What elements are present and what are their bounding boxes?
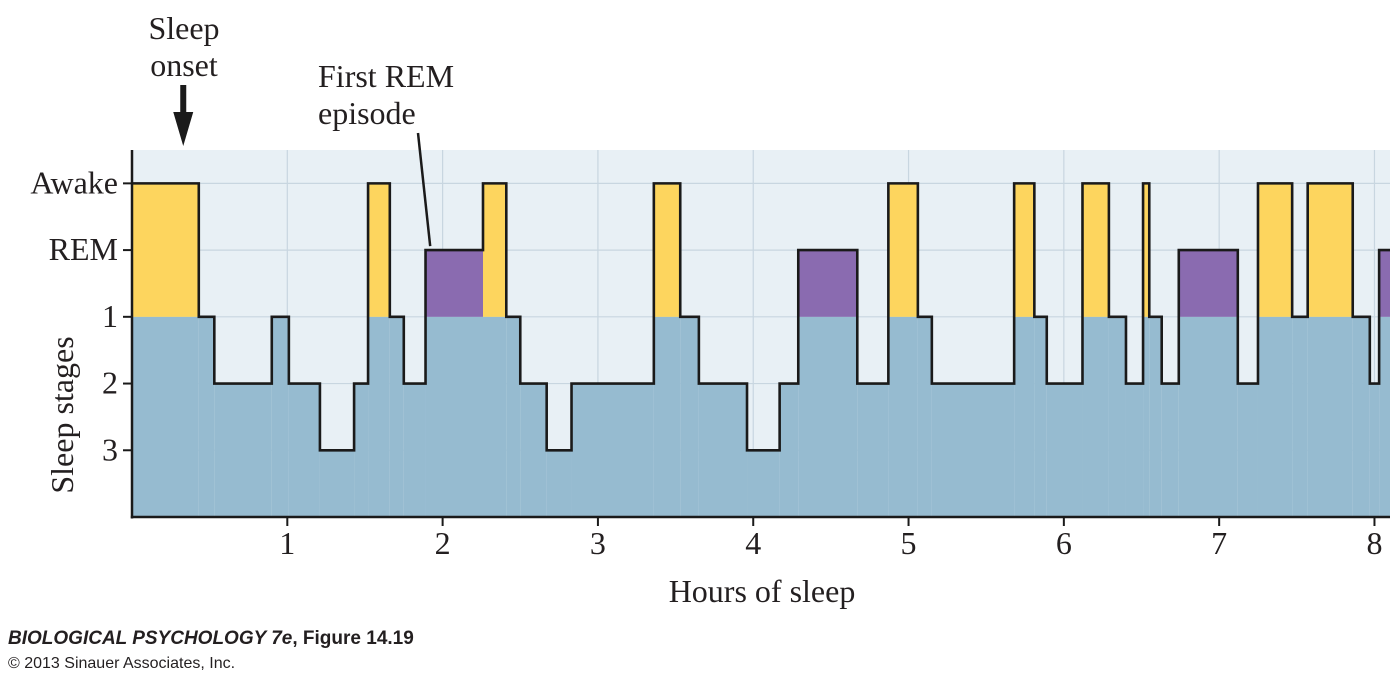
segment-sleep-fill xyxy=(798,316,858,517)
figure-number: , Figure 14.19 xyxy=(292,628,414,649)
segment-rem-fill xyxy=(425,250,483,317)
segment-awake-fill xyxy=(1082,183,1109,317)
first-rem-label-line1: First REM xyxy=(318,58,454,94)
y-tick-label: 2 xyxy=(102,365,118,401)
segment-sleep-fill xyxy=(425,316,483,517)
segment-sleep-fill xyxy=(271,316,289,517)
segment-rem-fill xyxy=(1379,250,1390,317)
segment-sleep-fill xyxy=(1292,316,1308,517)
segment-sleep-fill xyxy=(1307,316,1353,517)
sleep-onset-label-line1: Sleep xyxy=(148,10,219,46)
segment-sleep-fill xyxy=(506,316,521,517)
segment-sleep-fill xyxy=(653,316,681,517)
segment-sleep-fill xyxy=(1108,316,1126,517)
y-tick-label: Awake xyxy=(30,164,118,200)
segment-sleep-fill xyxy=(1237,383,1258,517)
hypnogram-line xyxy=(132,182,1390,452)
segment-sleep-fill xyxy=(1369,383,1380,517)
segment-awake-fill xyxy=(482,183,507,317)
y-tick-label: 3 xyxy=(102,431,118,467)
x-tick-label: 2 xyxy=(435,525,451,561)
x-tick-label: 8 xyxy=(1366,525,1382,561)
sleep-onset-annotation: Sleep onset xyxy=(148,10,220,146)
segment-awake-fill xyxy=(1257,183,1293,317)
y-axis-label: Sleep stages xyxy=(44,336,80,493)
segment-awake-fill xyxy=(653,183,681,317)
sleep-stage-chart: Awake REM 1 2 3 1 2 3 4 5 6 7 8 Sleep stages Hours … xyxy=(30,10,1390,609)
y-tick-label: REM xyxy=(49,231,118,267)
first-rem-annotation: First REM episode xyxy=(318,58,454,247)
segment-sleep-fill xyxy=(917,316,932,517)
segment-rem-fill xyxy=(798,250,858,317)
segment-sleep-fill xyxy=(1178,316,1238,517)
segment-sleep-fill xyxy=(1034,316,1047,517)
x-tick-label: 5 xyxy=(901,525,917,561)
segment-sleep-fill xyxy=(680,316,699,517)
first-rem-pointer-line xyxy=(416,132,432,247)
segment-sleep-fill xyxy=(288,383,320,517)
stage-fills xyxy=(132,183,1390,517)
segment-awake-fill xyxy=(368,183,390,317)
segment-sleep-fill xyxy=(198,316,215,517)
segment-sleep-fill xyxy=(857,383,889,517)
segment-sleep-fill xyxy=(1046,383,1083,517)
segment-awake-fill xyxy=(888,183,918,317)
segment-sleep-fill xyxy=(1257,316,1293,517)
segment-sleep-fill xyxy=(1149,316,1162,517)
segment-sleep-fill xyxy=(1352,316,1370,517)
segment-sleep-fill xyxy=(354,383,369,517)
segment-sleep-fill xyxy=(1125,383,1144,517)
segment-sleep-fill xyxy=(779,383,799,517)
x-axis-label: Hours of sleep xyxy=(669,573,856,609)
copyright-notice: © 2013 Sinauer Associates, Inc. xyxy=(8,655,236,672)
sleep-onset-label-line2: onset xyxy=(150,47,218,83)
segment-sleep-fill xyxy=(546,450,572,517)
segment-sleep-fill xyxy=(403,383,426,517)
y-tick-labels: Awake REM 1 2 3 xyxy=(30,164,118,467)
x-tick-label: 7 xyxy=(1211,525,1227,561)
segment-rem-fill xyxy=(1178,250,1238,317)
x-tick-label: 3 xyxy=(590,525,606,561)
segment-sleep-fill xyxy=(214,383,272,517)
book-title: BIOLOGICAL PSYCHOLOGY 7e xyxy=(8,628,293,649)
first-rem-label-line2: episode xyxy=(318,95,416,131)
x-tick-label: 4 xyxy=(745,525,761,561)
figure-caption: BIOLOGICAL PSYCHOLOGY 7e, Figure 14.19 xyxy=(8,628,414,650)
segment-sleep-fill xyxy=(1161,383,1179,517)
sleep-onset-arrow-head xyxy=(173,112,194,146)
segment-sleep-fill xyxy=(389,316,404,517)
segment-sleep-fill xyxy=(571,383,654,517)
segment-sleep-fill xyxy=(1014,316,1035,517)
segment-sleep-fill xyxy=(132,316,199,517)
segment-sleep-fill xyxy=(1082,316,1109,517)
segment-awake-fill xyxy=(1014,183,1035,317)
segment-awake-fill xyxy=(1307,183,1353,317)
x-tick-label: 1 xyxy=(279,525,295,561)
y-tick-label: 1 xyxy=(102,298,118,334)
segment-sleep-fill xyxy=(888,316,918,517)
x-tick-label: 6 xyxy=(1056,525,1072,561)
segment-sleep-fill xyxy=(931,383,1015,517)
segment-awake-fill xyxy=(1143,183,1150,317)
segment-sleep-fill xyxy=(1379,316,1390,517)
segment-sleep-fill xyxy=(747,450,780,517)
segment-sleep-fill xyxy=(319,450,355,517)
segment-sleep-fill xyxy=(698,383,748,517)
axes xyxy=(123,150,1390,526)
x-tick-labels: 1 2 3 4 5 6 7 8 xyxy=(279,525,1382,561)
segment-awake-fill xyxy=(132,183,199,317)
segment-sleep-fill xyxy=(1143,316,1150,517)
segment-sleep-fill xyxy=(482,316,507,517)
segment-sleep-fill xyxy=(520,383,547,517)
segment-sleep-fill xyxy=(368,316,390,517)
